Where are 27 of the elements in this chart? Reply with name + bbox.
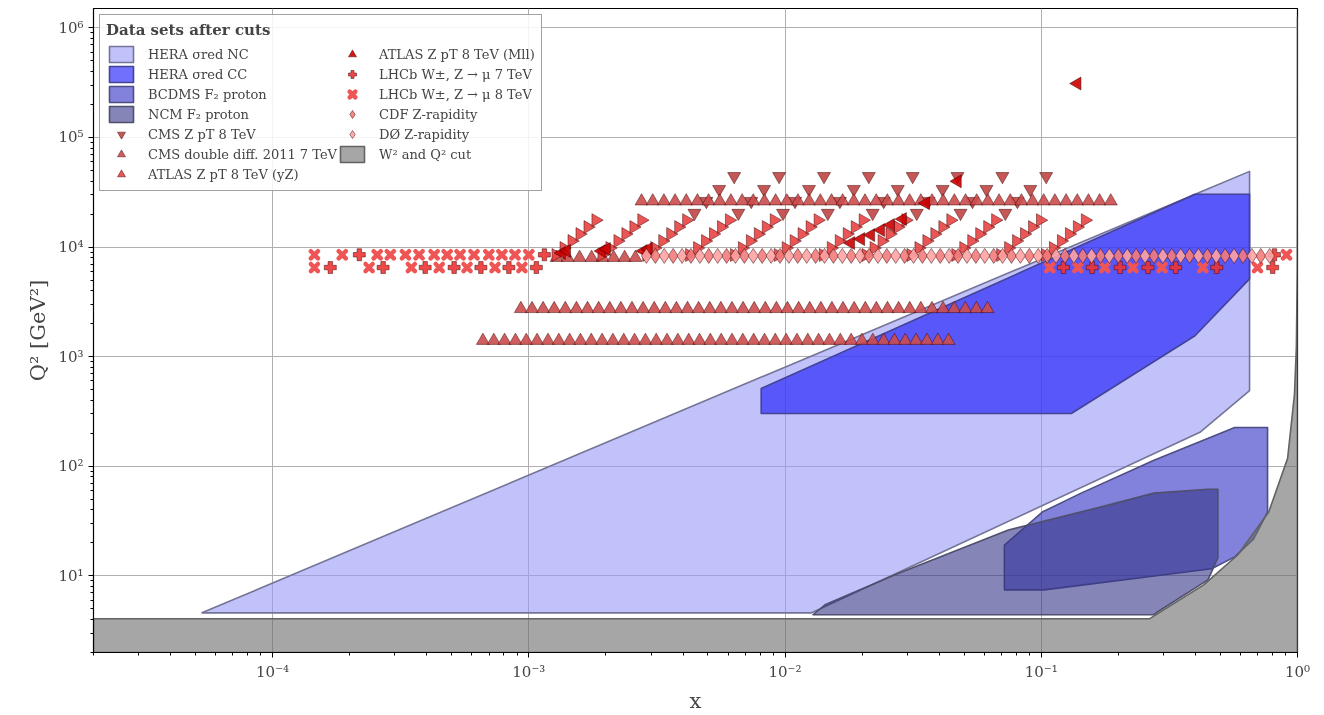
y-tick-label: 10² — [58, 457, 84, 476]
y-tick-label: 10⁶ — [58, 18, 84, 37]
legend-label: HERA σred CC — [148, 66, 248, 82]
legend-label: BCDMS F₂ proton — [148, 86, 267, 102]
legend-label: CDF Z-rapidity — [379, 106, 478, 122]
legend-title: Data sets after cuts — [106, 21, 272, 39]
legend-label: CMS double diff. 2011 7 TeV — [148, 146, 338, 162]
y-tick-label: 10⁵ — [58, 128, 84, 147]
x-tick-label: 10⁻¹ — [1024, 662, 1058, 681]
legend-label: LHCb W±, Z → μ 8 TeV — [379, 86, 532, 102]
legend-label: ATLAS Z pT 8 TeV (yZ) — [148, 166, 299, 182]
legend-label: CMS Z pT 8 TeV — [148, 126, 256, 142]
y-axis-title: Q² [GeV²] — [26, 279, 51, 382]
legend-label: HERA σred NC — [148, 46, 249, 62]
legend-label: DØ Z-rapidity — [379, 126, 470, 142]
legend-label: ATLAS Z pT 8 TeV (Mll) — [379, 46, 535, 62]
x-tick-label: 10⁻⁴ — [256, 662, 290, 681]
y-tick-label: 10¹ — [58, 566, 84, 585]
legend-label: LHCb W±, Z → μ 7 TeV — [379, 66, 532, 82]
x-tick-label: 10⁻² — [768, 662, 802, 681]
x-tick-label: 10⁻³ — [512, 662, 546, 681]
legend-label: NCM F₂ proton — [148, 106, 249, 122]
x-axis-title: x — [689, 688, 702, 713]
y-tick-label: 10³ — [58, 347, 84, 366]
legend-label: W² and Q² cut — [379, 146, 472, 162]
y-tick-label: 10⁴ — [58, 238, 84, 257]
x-tick-label: 10⁰ — [1284, 662, 1311, 681]
